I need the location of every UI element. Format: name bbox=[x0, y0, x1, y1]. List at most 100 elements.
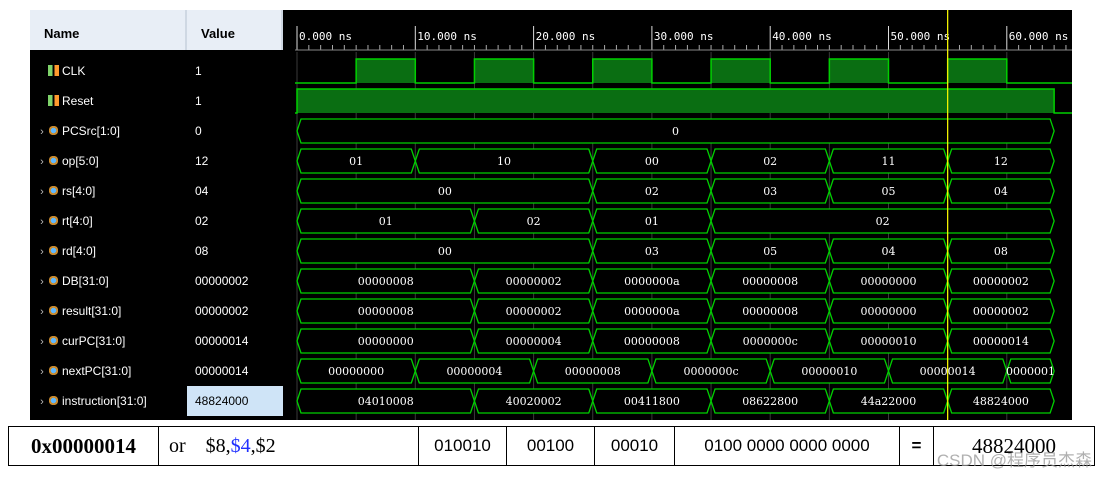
chevron-right-icon[interactable]: › bbox=[40, 156, 44, 168]
signal-name-label: rd[4:0] bbox=[62, 244, 97, 258]
bus-segment bbox=[946, 268, 1055, 294]
chevron-right-icon[interactable]: › bbox=[40, 366, 44, 378]
signal-name-label: PCSrc[1:0] bbox=[62, 124, 121, 138]
bus-segment-label: 00000000 bbox=[861, 275, 917, 288]
bus-segment-label: 02 bbox=[763, 155, 777, 168]
bit-signal-icon bbox=[48, 65, 59, 76]
signal-name-row[interactable]: › curPC[31:0] bbox=[30, 326, 125, 356]
bit-high-fill bbox=[474, 59, 534, 83]
bus-segment-label: 00000004 bbox=[506, 335, 562, 348]
time-label: 50.000 ns bbox=[891, 30, 951, 43]
signal-value-cell[interactable]: 00000002 bbox=[195, 274, 249, 288]
signal-name-label: rt[4:0] bbox=[62, 214, 93, 228]
signal-name-label: DB[31:0] bbox=[62, 274, 109, 288]
bus-segment-label: 00 bbox=[438, 245, 452, 258]
signal-value-cell[interactable]: 04 bbox=[195, 184, 209, 198]
signal-value-column: Value 1 1 0 12 04 02 08 00000002 00000002 0000001… bbox=[187, 10, 285, 420]
chevron-right-icon[interactable]: › bbox=[40, 276, 44, 288]
bus-segment bbox=[946, 328, 1055, 354]
bit-wave-trace bbox=[295, 88, 1072, 114]
time-label: 30.000 ns bbox=[654, 30, 714, 43]
chevron-right-icon[interactable]: › bbox=[40, 396, 44, 408]
instruction-decode-table: 0x00000014 or $8,$4,$2 010010 00100 0001… bbox=[8, 426, 1095, 466]
assembly-cell: or $8,$4,$2 bbox=[158, 426, 419, 466]
chevron-right-icon[interactable]: › bbox=[40, 246, 44, 258]
signal-name-row[interactable]: › rd[4:0] bbox=[30, 236, 96, 266]
bus-segment-label: 03 bbox=[645, 245, 659, 258]
signal-value-cell[interactable]: 00000014 bbox=[195, 364, 249, 378]
signal-name-row[interactable]: › op[5:0] bbox=[30, 146, 99, 176]
time-label: 40.000 ns bbox=[772, 30, 832, 43]
signal-name-row[interactable]: › DB[31:0] bbox=[30, 266, 109, 296]
bus-segment-label: 01 bbox=[379, 215, 393, 228]
signal-value-cell[interactable]: 00000002 bbox=[195, 304, 249, 318]
bus-segment-label: 00000008 bbox=[742, 305, 798, 318]
bus-signal-icon bbox=[48, 155, 59, 166]
signal-value-cell[interactable]: 1 bbox=[195, 64, 202, 78]
bus-segment-label: 00000008 bbox=[565, 365, 621, 378]
bus-segment-label: 00000000 bbox=[328, 365, 384, 378]
bus-segment-label: 00000002 bbox=[506, 275, 562, 288]
chevron-right-icon[interactable]: › bbox=[40, 126, 44, 138]
bit-high-fill bbox=[356, 59, 416, 83]
signal-name-row[interactable]: › PCSrc[1:0] bbox=[30, 116, 120, 146]
bus-segment-label: 12 bbox=[994, 155, 1008, 168]
bus-segment-label: 01 bbox=[349, 155, 363, 168]
signal-name-row[interactable]: › rs[4:0] bbox=[30, 176, 95, 206]
signal-name-label: nextPC[31:0] bbox=[62, 364, 132, 378]
bus-signal-icon bbox=[48, 365, 59, 376]
bus-segment bbox=[946, 178, 1055, 204]
waveform-viewer: Name CLK Reset › PCSrc[1:0] › op[5:0] › rs[4:0]… bbox=[30, 10, 1072, 420]
signal-name-label: op[5:0] bbox=[62, 154, 99, 168]
chevron-right-icon[interactable]: › bbox=[40, 306, 44, 318]
bus-signal-icon bbox=[48, 305, 59, 316]
time-label: 20.000 ns bbox=[536, 30, 596, 43]
signal-name-label: CLK bbox=[62, 64, 86, 78]
signal-value-cell[interactable]: 12 bbox=[195, 154, 209, 168]
bus-segment-label: 00000008 bbox=[358, 305, 414, 318]
bit-wave-trace bbox=[295, 58, 1072, 84]
bus-segment-label: 0000000c bbox=[743, 335, 798, 348]
signal-name-row[interactable]: › instruction[31:0] bbox=[30, 386, 147, 416]
bus-segment-label: 00 bbox=[645, 155, 659, 168]
bus-segment-label: 00000004 bbox=[446, 365, 502, 378]
signal-value-cell[interactable]: 0 bbox=[195, 124, 202, 138]
bus-segment-label: 44a22000 bbox=[861, 395, 917, 408]
bus-segment-label: 10 bbox=[497, 155, 511, 168]
bus-segment bbox=[946, 238, 1055, 264]
bit-high-fill bbox=[711, 59, 771, 83]
signal-value-cell[interactable]: 02 bbox=[195, 214, 209, 228]
bus-segment-label: 0 bbox=[672, 125, 679, 138]
name-column-header[interactable]: Name bbox=[30, 10, 187, 50]
bus-segment-label: 40020002 bbox=[506, 395, 562, 408]
bus-segment-label: 05 bbox=[763, 245, 777, 258]
value-column-header[interactable]: Value bbox=[187, 10, 283, 50]
signal-name-label: rs[4:0] bbox=[62, 184, 96, 198]
chevron-right-icon[interactable]: › bbox=[40, 186, 44, 198]
signal-name-label: result[31:0] bbox=[62, 304, 122, 318]
bus-segment-label: 01 bbox=[645, 215, 659, 228]
bus-segment-label: 00000008 bbox=[624, 335, 680, 348]
signal-name-row[interactable]: Reset bbox=[30, 86, 93, 116]
bus-segment-label: 00000008 bbox=[358, 275, 414, 288]
chevron-right-icon[interactable]: › bbox=[40, 216, 44, 228]
waveform-canvas[interactable]: 0.000 ns 10.000 ns 20.000 ns 30.000 ns 40.00… bbox=[295, 10, 1072, 420]
signal-value-cell[interactable]: 08 bbox=[195, 244, 209, 258]
signal-name-row[interactable]: › result[31:0] bbox=[30, 296, 121, 326]
time-label: 60.000 ns bbox=[1009, 30, 1069, 43]
chevron-right-icon[interactable]: › bbox=[40, 336, 44, 348]
instr-reg-rt: ,$2 bbox=[250, 434, 276, 457]
signal-value-cell[interactable]: 1 bbox=[195, 94, 202, 108]
bus-segment-label: 04 bbox=[994, 185, 1008, 198]
signal-value-cell[interactable]: 00000014 bbox=[195, 334, 249, 348]
bus-signal-icon bbox=[48, 245, 59, 256]
bit-high-fill bbox=[947, 59, 1007, 83]
signal-value-cell[interactable]: 48824000 bbox=[187, 386, 283, 416]
bus-segment-label: 00000008 bbox=[742, 275, 798, 288]
bus-segment-label: 00000010 bbox=[801, 365, 857, 378]
signal-name-row[interactable]: › nextPC[31:0] bbox=[30, 356, 131, 386]
signal-name-row[interactable]: › rt[4:0] bbox=[30, 206, 93, 236]
bus-signal-icon bbox=[48, 215, 59, 226]
signal-name-row[interactable]: CLK bbox=[30, 56, 85, 86]
instruction-signal-icon bbox=[48, 395, 59, 406]
